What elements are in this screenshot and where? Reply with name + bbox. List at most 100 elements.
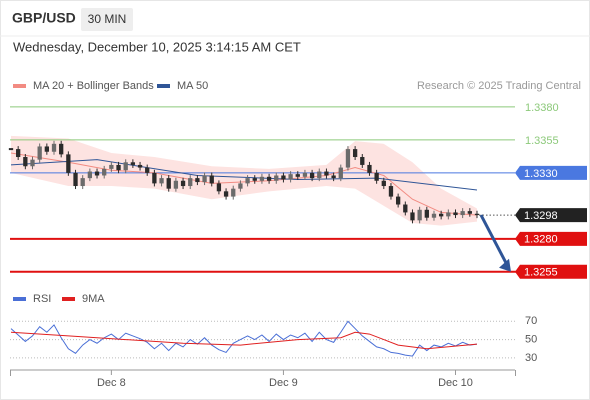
candle: [159, 178, 164, 184]
candle: [180, 180, 186, 187]
candle: [288, 174, 293, 180]
candle: [317, 171, 322, 179]
candle: [431, 213, 437, 218]
legend-swatch: [13, 84, 26, 88]
candle: [331, 175, 336, 179]
rsi-line: [10, 320, 478, 357]
y-tick-label: 30: [525, 352, 537, 364]
candle: [338, 167, 343, 179]
level-label-box: [515, 165, 587, 180]
candle: [266, 176, 272, 181]
candle: [209, 175, 214, 184]
candle: [424, 209, 429, 218]
candle: [302, 172, 308, 177]
candle: [137, 164, 143, 168]
level-label: 1.3298: [524, 210, 558, 222]
level-label: 1.3330: [524, 168, 558, 180]
candle: [109, 164, 114, 169]
candle: [123, 162, 128, 171]
legend-swatch: [157, 84, 170, 88]
candle: [152, 172, 157, 184]
candle: [274, 175, 279, 181]
legend-label: MA 20 + Bollinger Bands: [33, 80, 154, 92]
forecast-arrowhead: [499, 258, 511, 272]
candle: [66, 154, 71, 173]
candle: [223, 191, 229, 197]
legend-label: RSI: [33, 293, 51, 305]
candle: [44, 146, 49, 152]
candle: [352, 149, 358, 158]
candle: [474, 213, 480, 216]
candle: [460, 211, 465, 216]
level-label-box: [515, 231, 587, 246]
candle: [130, 162, 136, 165]
y-tick-label: 70: [525, 315, 537, 327]
candle: [446, 212, 451, 217]
datetime: Wednesday, December 10, 2025 3:14:15 AM …: [13, 39, 301, 54]
candle: [173, 180, 179, 189]
candle: [252, 178, 257, 181]
legend-label: 9MA: [82, 293, 105, 305]
forecast-arrow: [479, 214, 509, 266]
candle: [367, 164, 372, 173]
candle: [281, 175, 286, 180]
candle: [374, 172, 379, 181]
legend-label: MA 50: [177, 80, 208, 92]
rsi-ma-line: [10, 331, 478, 350]
candle: [381, 180, 386, 187]
candle: [453, 212, 458, 216]
interval: 30 MIN: [88, 12, 127, 26]
candle: [116, 164, 121, 171]
candle: [102, 168, 107, 176]
candle: [73, 172, 78, 187]
candle: [295, 174, 300, 177]
candle: [37, 146, 42, 160]
level-label: 1.3255: [524, 267, 558, 279]
candle: [23, 157, 28, 167]
candle: [324, 171, 329, 176]
candle: [259, 176, 265, 181]
y-tick-label: 50: [525, 333, 537, 345]
candle: [8, 148, 14, 151]
candle: [59, 143, 64, 155]
candle: [467, 211, 472, 214]
level-label: 1.3380: [525, 102, 559, 114]
x-tick-label: Dec 8: [97, 377, 126, 389]
candle: [417, 209, 422, 221]
candle: [360, 157, 365, 165]
candle: [345, 149, 351, 168]
interval-tag: [81, 8, 133, 31]
candle: [410, 212, 415, 221]
candle: [238, 183, 243, 189]
candle: [195, 178, 200, 183]
candle: [87, 171, 93, 179]
level-label-box: [515, 208, 587, 223]
x-tick-label: Dec 10: [438, 377, 473, 389]
candle: [145, 167, 150, 173]
candle: [202, 175, 207, 183]
candle: [51, 143, 57, 152]
credit: Research © 2025 Trading Central: [417, 80, 581, 92]
level-label-box: [515, 264, 587, 279]
level-label: 1.3355: [525, 135, 559, 147]
candle: [231, 188, 236, 197]
legend-swatch: [62, 297, 75, 301]
level-label: 1.3280: [524, 234, 558, 246]
candle: [388, 186, 394, 197]
candle: [395, 196, 401, 205]
candle: [16, 149, 21, 158]
x-tick-label: Dec 9: [269, 377, 298, 389]
candle: [245, 178, 250, 184]
candle: [94, 171, 100, 176]
candle: [216, 183, 222, 192]
candle: [403, 204, 408, 213]
candle: [439, 213, 444, 217]
candle: [80, 178, 85, 187]
candle: [30, 159, 35, 167]
candle: [188, 178, 193, 187]
candle: [166, 178, 171, 189]
candle: [309, 172, 315, 179]
symbol: GBP/USD: [12, 10, 76, 26]
